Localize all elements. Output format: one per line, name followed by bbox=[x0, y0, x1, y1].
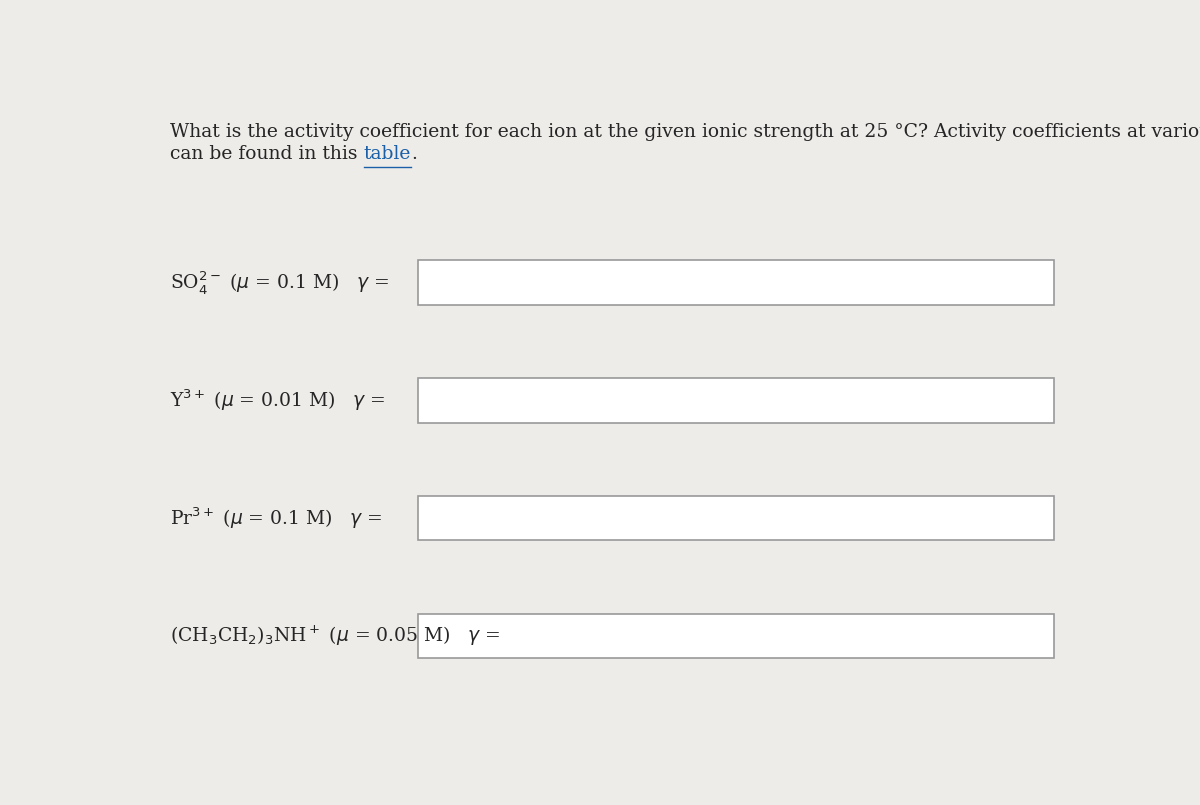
FancyBboxPatch shape bbox=[418, 378, 1054, 423]
FancyBboxPatch shape bbox=[418, 496, 1054, 540]
Text: What is the activity coefficient for each ion at the given ionic strength at 25 : What is the activity coefficient for eac… bbox=[170, 122, 1200, 141]
Text: SO$_4^{2-}$ ($\mu$ = 0.1 M)   $\gamma$ =: SO$_4^{2-}$ ($\mu$ = 0.1 M) $\gamma$ = bbox=[170, 269, 390, 296]
FancyBboxPatch shape bbox=[418, 260, 1054, 305]
Text: can be found in this: can be found in this bbox=[170, 145, 364, 163]
Text: Y$^{3+}$ ($\mu$ = 0.01 M)   $\gamma$ =: Y$^{3+}$ ($\mu$ = 0.01 M) $\gamma$ = bbox=[170, 387, 386, 413]
Text: table: table bbox=[364, 145, 412, 163]
FancyBboxPatch shape bbox=[418, 613, 1054, 658]
Text: (CH$_3$CH$_2$)$_3$NH$^+$ ($\mu$ = 0.05 M)   $\gamma$ =: (CH$_3$CH$_2$)$_3$NH$^+$ ($\mu$ = 0.05 M… bbox=[170, 624, 502, 648]
Text: Pr$^{3+}$ ($\mu$ = 0.1 M)   $\gamma$ =: Pr$^{3+}$ ($\mu$ = 0.1 M) $\gamma$ = bbox=[170, 506, 383, 530]
Text: .: . bbox=[412, 145, 418, 163]
